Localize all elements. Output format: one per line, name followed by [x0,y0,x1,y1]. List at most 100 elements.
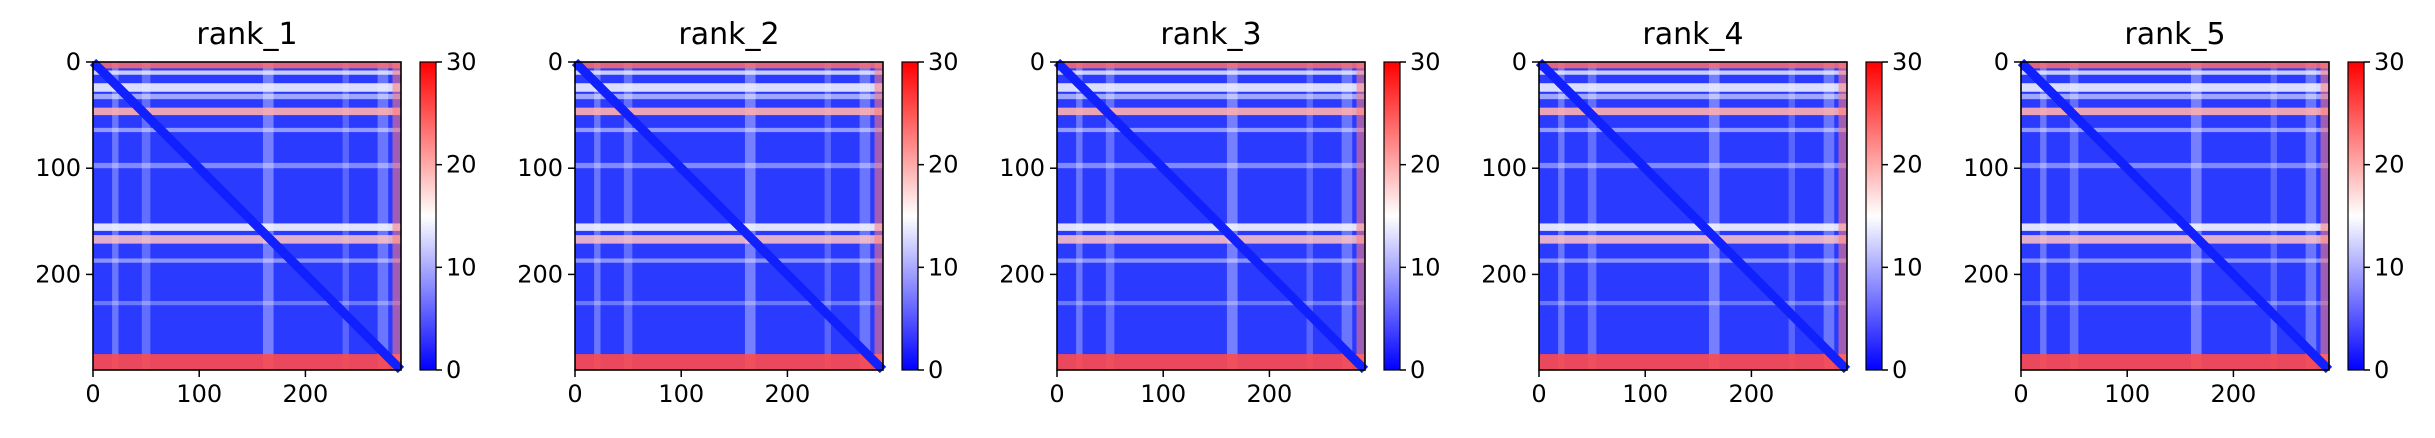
heatmap-band [93,94,401,99]
heatmap-band [2021,223,2329,230]
y-tick-label: 200 [517,260,563,288]
chart-title: rank_2 [678,17,779,52]
heatmap-band [1539,163,1847,168]
x-tick-label: 200 [283,380,329,408]
colorbar-gradient [420,62,436,370]
chart-title: rank_4 [1642,17,1743,52]
y-tick-label: 100 [1481,154,1527,182]
heatmap [1539,62,1847,370]
heatmap [2021,62,2329,370]
colorbar-tick-label: 10 [2374,253,2405,281]
y-tick-label: 200 [35,260,81,288]
colorbar: 0 10 20 30 [420,48,477,384]
colorbar-tick-label: 0 [1410,356,1425,384]
heatmap-band [93,258,401,262]
heatmap [575,62,883,370]
heatmap-band [575,163,883,168]
heatmap-band [1539,354,1847,370]
heatmap-band [1539,235,1847,243]
heatmap-band [2021,163,2329,168]
heatmap-band [1539,70,1847,74]
heatmap-band [93,223,401,230]
heatmap-band [1539,258,1847,262]
heatmap-band [93,83,401,91]
heatmap-band [1357,62,1365,370]
colorbar: 0 10 20 30 [1384,48,1441,384]
chart-title: rank_1 [196,17,297,52]
colorbar-tick-label: 10 [928,253,959,281]
heatmap-band [1839,62,1847,370]
heatmap-band [1539,223,1847,230]
colorbar-gradient [2348,62,2364,370]
heatmap-band [93,354,401,370]
colorbar: 0 10 20 30 [2348,48,2405,384]
colorbar-tick-label: 0 [2374,356,2389,384]
heatmap-band [1057,94,1365,99]
y-tick-label: 100 [999,154,1045,182]
heatmap-band [575,223,883,230]
heatmap-band [2021,354,2329,370]
heatmap-band [93,128,401,132]
colorbar-gradient [902,62,918,370]
y-tick-label: 200 [1963,260,2009,288]
heatmap-band [1057,128,1365,132]
colorbar-tick-label: 10 [446,253,477,281]
panel-1: rank_10 100 20001002000102030 [35,17,476,408]
colorbar-tick-label: 0 [446,356,461,384]
heatmap-band [1057,354,1365,370]
colorbar-tick-label: 20 [1410,151,1441,179]
heatmap [1057,62,1365,370]
heatmap-band [1057,62,1365,68]
y-tick-label: 0 [1994,48,2009,76]
heatmap-band [1539,128,1847,132]
heatmap-band [575,258,883,262]
y-tick-label: 200 [999,260,1045,288]
heatmap-band [2021,70,2329,74]
x-tick-label: 200 [2211,380,2257,408]
panel-4: rank_40 100 20001002000102030 [1481,17,1922,408]
x-tick-label: 200 [1729,380,1775,408]
heatmap-band [1057,223,1365,230]
heatmap-band [1057,301,1365,305]
x-tick-label: 0 [85,380,100,408]
heatmap-band [1539,83,1847,91]
y-tick-label: 0 [548,48,563,76]
panel-3: rank_3 0 100 200 0 100 200 0 10 20 30 [999,17,1440,408]
colorbar-tick-label: 30 [928,48,959,76]
y-tick-label: 0 [1030,48,1045,76]
chart-title: rank_5 [2124,17,2225,52]
y-tick-label: 100 [1963,154,2009,182]
heatmap-band [2021,62,2329,68]
heatmap [93,62,401,370]
chart-title: rank_3 [1160,17,1261,52]
x-tick-label: 0 [2013,380,2028,408]
heatmap-band [1057,163,1365,168]
panel-2: rank_2 0 100 200 0 100 200 0 10 20 30 [517,17,958,408]
colorbar: 0 10 20 30 [902,48,959,384]
heatmap-band [2021,235,2329,243]
heatmap-band [2021,94,2329,99]
heatmap-band [393,62,401,370]
colorbar-tick-label: 0 [928,356,943,384]
colorbar-gradient [1866,62,1882,370]
x-tick-label: 100 [176,380,222,408]
x-tick-label: 100 [1622,380,1668,408]
colorbar-tick-label: 10 [1410,253,1441,281]
x-tick-label: 200 [765,380,811,408]
panel-5: rank_50 100 20001002000102030 [1963,17,2404,408]
colorbar-tick-label: 20 [446,151,477,179]
heatmap-band [1539,62,1847,68]
heatmap-band [2021,128,2329,132]
colorbar-tick-label: 10 [1892,253,1923,281]
heatmap-band [575,94,883,99]
heatmap-band [1057,235,1365,243]
y-tick-label: 0 [1512,48,1527,76]
heatmap-band [575,235,883,243]
heatmap-band [2021,83,2329,91]
colorbar-tick-label: 20 [2374,151,2405,179]
heatmap-band [575,301,883,305]
colorbar-tick-label: 0 [1892,356,1907,384]
y-tick-label: 100 [35,154,81,182]
heatmap-band [93,235,401,243]
